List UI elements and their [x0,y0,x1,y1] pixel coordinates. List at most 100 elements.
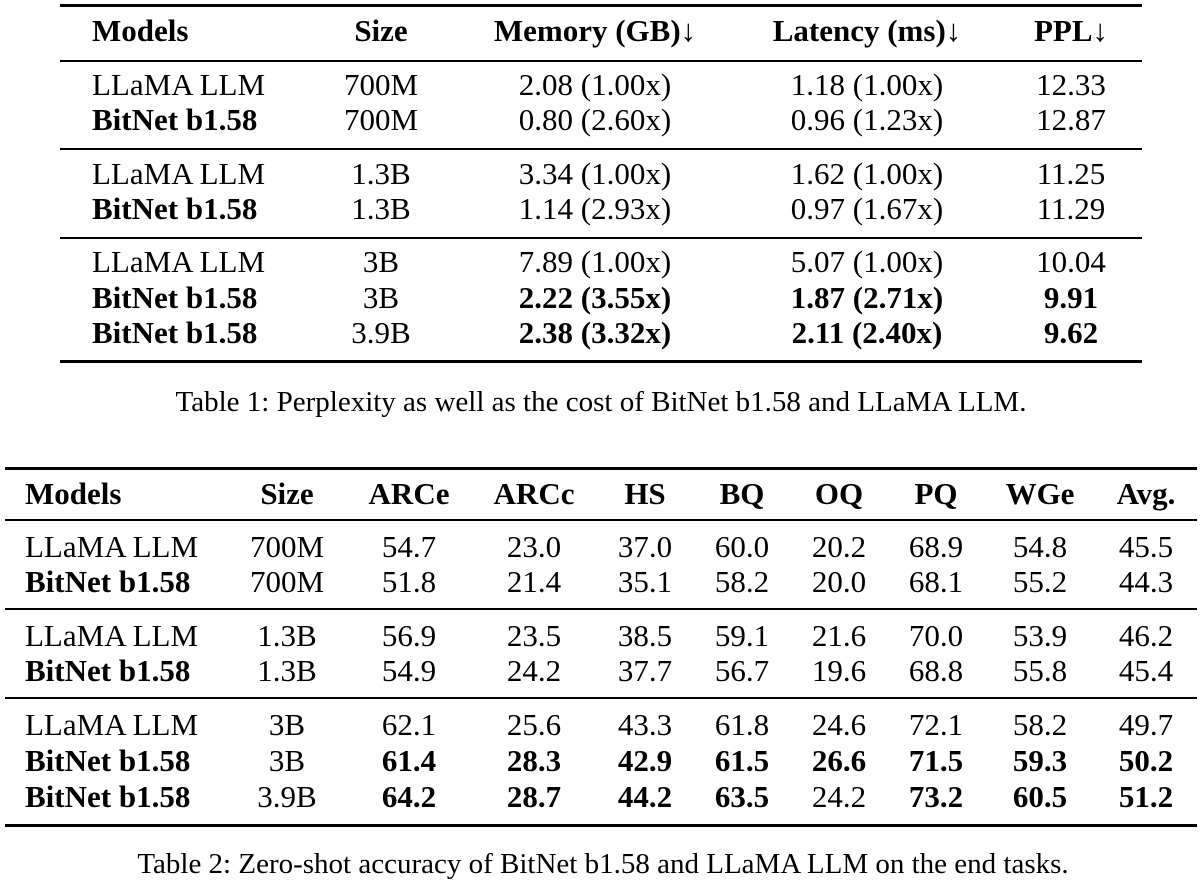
table2-cell: BitNet b1.58 [25,653,191,688]
table2-cell: 1.3B [257,618,317,653]
table2-cell: 700M [249,564,325,599]
table2-rule-1 [5,519,1197,521]
table2-header-5: BQ [719,476,765,511]
table2-cell: 68.1 [908,564,964,599]
table2-cell: 37.0 [617,529,673,564]
table1-cell-size: 1.3B [351,156,411,191]
table2-cell: LLaMA LLM [25,707,199,742]
table2-cell: 58.2 [1012,707,1068,742]
table2-header-6: OQ [814,476,864,511]
table1-rule-4 [60,360,1142,363]
table1-cell-latency: 1.18 (1.00x) [790,67,944,102]
table2-cell: 37.7 [617,653,673,688]
table2-cell: 59.3 [1012,743,1068,778]
table2-cell: 42.9 [617,743,673,778]
table2-cell: 45.5 [1118,529,1174,564]
table2-cell: 44.3 [1118,564,1174,599]
table2-cell: 23.5 [506,618,562,653]
table1-rule-2 [60,148,1142,150]
table1-cell-ppl: 11.29 [1036,191,1106,226]
table1-cell-ppl: 9.91 [1043,280,1099,315]
table2-cell: 44.2 [617,779,673,814]
table2-cell: 62.1 [381,707,437,742]
table1-rule-0 [60,4,1142,7]
table2-cell: 38.5 [617,618,673,653]
table1-cell-model: BitNet b1.58 [92,191,258,226]
table1-caption: Table 1: Perplexity as well as the cost … [175,386,1027,418]
table2-cell: LLaMA LLM [25,529,199,564]
table1-cell-memory: 1.14 (2.93x) [518,191,672,226]
table2-cell: 56.9 [381,618,437,653]
table1-cell-latency: 0.96 (1.23x) [790,102,944,137]
table2-cell: 61.8 [714,707,770,742]
table2-cell: 28.3 [506,743,562,778]
table1-cell-size: 1.3B [351,191,411,226]
table1-cell-latency: 5.07 (1.00x) [790,244,944,279]
table1-cell-ppl: 11.25 [1036,156,1106,191]
table1-cell-model: BitNet b1.58 [92,280,258,315]
table1-cell-memory: 3.34 (1.00x) [518,156,672,191]
table2-cell: 26.6 [811,743,867,778]
table1-cell-ppl: 12.87 [1036,102,1106,137]
table2-cell: 68.8 [908,653,964,688]
table2-cell: 72.1 [908,707,964,742]
table1-cell-size: 3B [362,244,400,279]
table2-cell: 60.0 [714,529,770,564]
table2-cell: 23.0 [506,529,562,564]
table2-caption: Table 2: Zero-shot accuracy of BitNet b1… [137,848,1069,880]
table2-header-9: Avg. [1116,476,1176,511]
table1-cell-latency: 0.97 (1.67x) [790,191,944,226]
table1-cell-model: LLaMA LLM [92,244,266,279]
table2-rule-0 [5,467,1197,470]
table2-cell: 24.2 [506,653,562,688]
table2-cell: 20.2 [811,529,867,564]
table1-cell-memory: 2.22 (3.55x) [518,280,672,315]
table2-cell: 21.4 [506,564,562,599]
table2-cell: 51.2 [1118,779,1174,814]
table2-cell: BitNet b1.58 [25,743,191,778]
table1-cell-latency: 2.11 (2.40x) [791,315,943,350]
table2-cell: 63.5 [714,779,770,814]
table2-cell: 68.9 [908,529,964,564]
table2-cell: 3B [268,707,306,742]
table2-header-7: PQ [914,476,958,511]
table2-cell: 50.2 [1118,743,1174,778]
table2-cell: 35.1 [617,564,673,599]
table2-cell: BitNet b1.58 [25,779,191,814]
table1-header-1: Size [354,13,408,48]
table2-cell: 46.2 [1118,618,1174,653]
table2-cell: 3.9B [257,779,317,814]
table2-cell: 54.8 [1012,529,1068,564]
table2-cell: 56.7 [714,653,770,688]
table1-cell-memory: 2.08 (1.00x) [518,67,672,102]
table1-cell-ppl: 10.04 [1036,244,1106,279]
table2-cell: 51.8 [381,564,437,599]
table2-cell: 54.9 [381,653,437,688]
table2-cell: 1.3B [257,653,317,688]
table2-header-2: ARCe [368,476,450,511]
table2-rule-3 [5,697,1197,699]
table2-cell: 700M [249,529,325,564]
table1-cell-ppl: 9.62 [1043,315,1099,350]
table2-cell: 73.2 [908,779,964,814]
table2-cell: 54.7 [381,529,437,564]
table2-header-1: Size [260,476,314,511]
table2-cell: 49.7 [1118,707,1174,742]
table1-cell-model: LLaMA LLM [92,156,266,191]
table2-cell: 55.8 [1012,653,1068,688]
table1-cell-model: BitNet b1.58 [92,315,258,350]
table2-cell: 3B [268,743,306,778]
table2-cell: 20.0 [811,564,867,599]
table1-cell-size: 700M [343,102,419,137]
table2-cell: 59.1 [714,618,770,653]
table1-header-0: Models [92,13,189,48]
table2-cell: BitNet b1.58 [25,564,191,599]
table2-cell: 24.6 [811,707,867,742]
table2-cell: 61.4 [381,743,437,778]
table2-header-3: ARCc [493,476,575,511]
table2-cell: 21.6 [811,618,867,653]
table1-cell-memory: 7.89 (1.00x) [518,244,672,279]
table2-cell: 70.0 [908,618,964,653]
table2-header-4: HS [624,476,666,511]
table2-cell: 58.2 [714,564,770,599]
